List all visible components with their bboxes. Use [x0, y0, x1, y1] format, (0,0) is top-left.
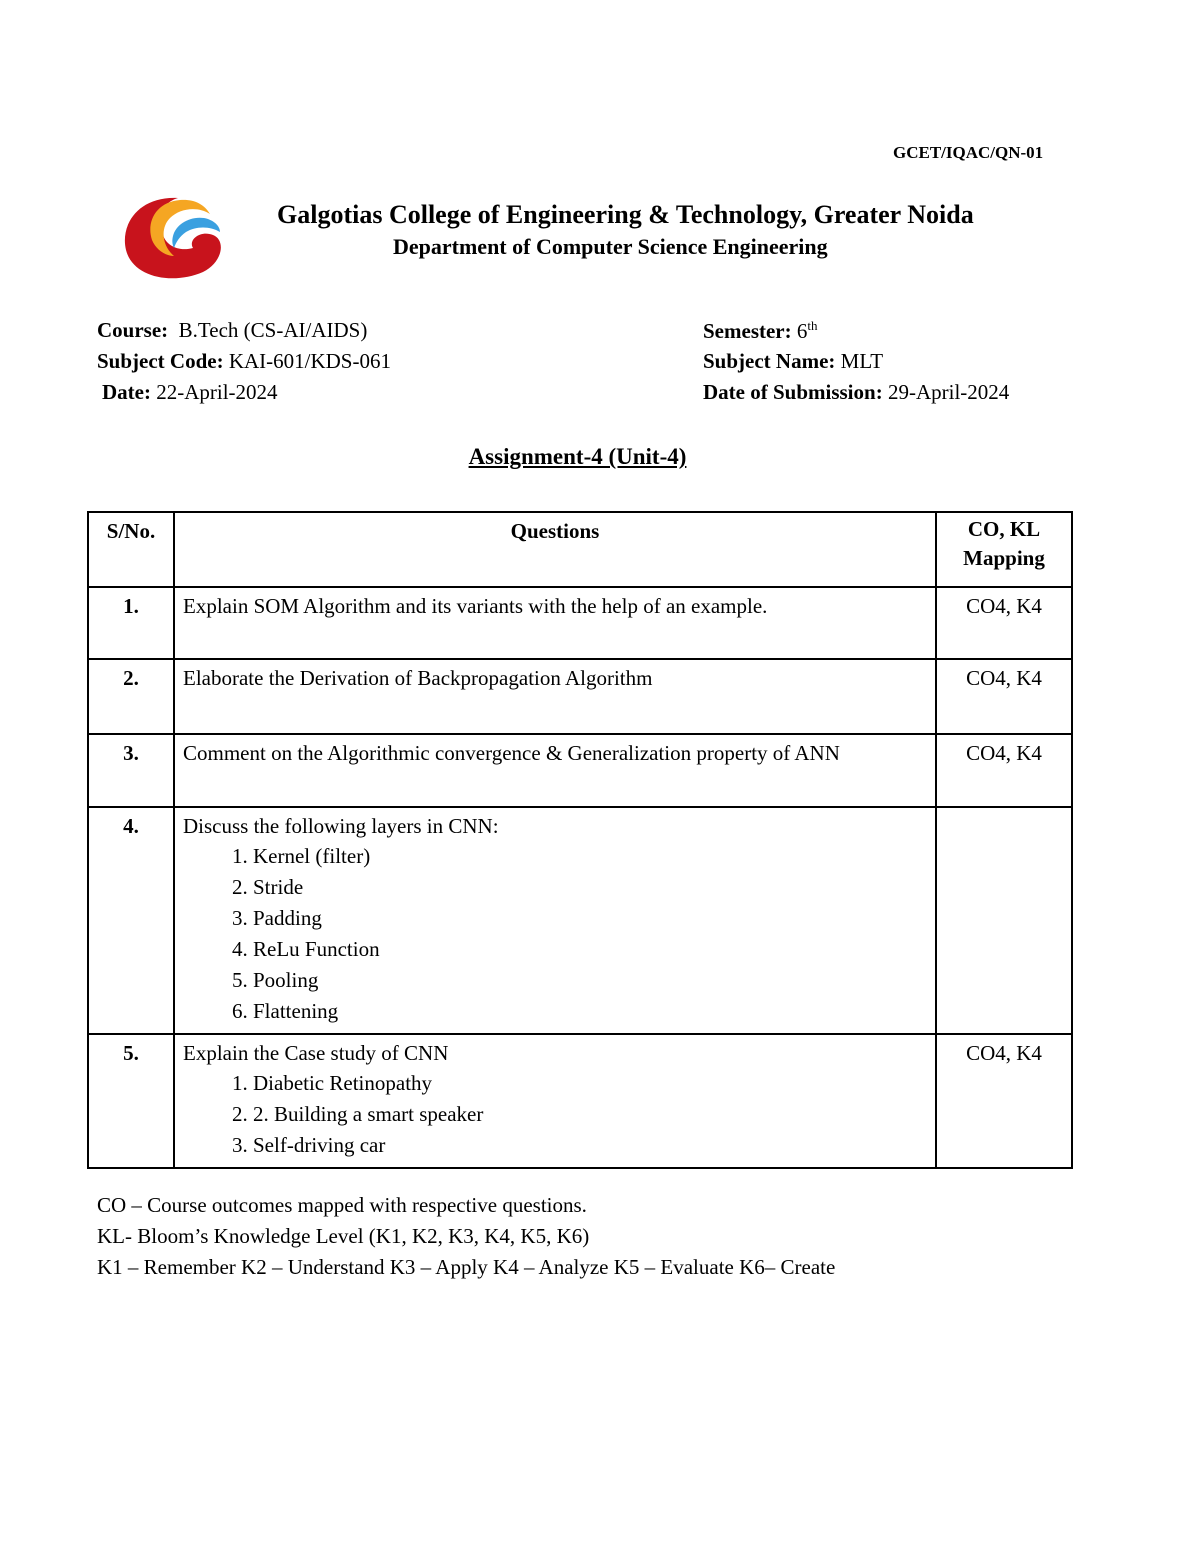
row-number: 4. — [87, 806, 175, 1035]
college-logo-icon — [124, 197, 221, 279]
subject-code-value: KAI-601/KDS-061 — [228, 349, 391, 373]
note-co: CO – Course outcomes mapped with respect… — [97, 1193, 587, 1217]
note-levels: K1 – Remember K2 – Understand K3 – Apply… — [97, 1255, 836, 1279]
sub-item: ReLu Function — [253, 934, 927, 965]
questions-table: S/No. Questions CO, KL Mapping 1. Explain… — [87, 511, 1073, 1169]
table-row: 4. Discuss the following layers in CNN: Ke… — [87, 806, 1073, 1035]
question-cell: Elaborate the Derivation of Backpropagat… — [173, 658, 937, 735]
question-text: Elaborate the Derivation of Backpropagat… — [183, 666, 653, 690]
question-cell: Comment on the Algorithmic convergence &… — [173, 733, 937, 808]
row-number: 2. — [87, 658, 175, 735]
sub-item: Flattening — [253, 996, 927, 1027]
sub-item: Kernel (filter) — [253, 841, 927, 872]
legend-notes: CO – Course outcomes mapped with respect… — [97, 1190, 835, 1283]
subject-name-label: Subject Name: — [703, 349, 836, 373]
question-cell: Discuss the following layers in CNN: Kern… — [173, 806, 937, 1035]
semester-label: Semester: — [703, 319, 792, 343]
date-value: 22-April-2024 — [156, 380, 278, 404]
sub-item: Stride — [253, 872, 927, 903]
submission-date-label: Date of Submission: — [703, 380, 883, 404]
sub-item: Pooling — [253, 965, 927, 996]
table-row: 1. Explain SOM Algorithm and its variants… — [87, 586, 1073, 660]
question-text: Comment on the Algorithmic convergence &… — [183, 741, 840, 765]
co-kl-mapping: CO4, K4 — [935, 1033, 1073, 1169]
sub-item: Padding — [253, 903, 927, 934]
sub-item-list: Kernel (filter)StridePaddingReLu Functio… — [183, 841, 927, 1027]
subject-name-field: Subject Name: MLT — [703, 349, 883, 374]
subject-code-label: Subject Code: — [97, 349, 224, 373]
department-name: Department of Computer Science Engineeri… — [393, 234, 828, 259]
question-text: Discuss the following layers in CNN: — [183, 814, 499, 838]
date-field: Date: 22-April-2024 — [102, 380, 278, 405]
submission-date-value: 29-April-2024 — [887, 380, 1010, 404]
question-cell: Explain SOM Algorithm and its variants w… — [173, 586, 937, 660]
subject-code-field: Subject Code: KAI-601/KDS-061 — [97, 349, 391, 374]
course-value: B.Tech (CS-AI/AIDS) — [178, 318, 368, 342]
semester-field: Semester: 6th — [703, 318, 818, 344]
document-code: GCET/IQAC/QN-01 — [893, 143, 1044, 162]
sub-item: Self-driving car — [253, 1130, 927, 1161]
question-text: Explain the Case study of CNN — [183, 1041, 449, 1065]
question-cell: Explain the Case study of CNN Diabetic Re… — [173, 1033, 937, 1169]
header-questions: Questions — [173, 511, 937, 588]
row-number: 3. — [87, 733, 175, 808]
table-row: 3. Comment on the Algorithmic convergence… — [87, 733, 1073, 808]
date-label: Date: — [102, 380, 151, 404]
assignment-title: Assignment-4 (Unit-4) — [468, 444, 687, 469]
subject-name-value: MLT — [840, 349, 884, 373]
header-sno: S/No. — [87, 511, 175, 588]
co-kl-mapping: CO4, K4 — [935, 586, 1073, 660]
question-text: Explain SOM Algorithm and its variants w… — [183, 594, 768, 618]
submission-date-field: Date of Submission: 29-April-2024 — [703, 380, 1009, 405]
row-number: 5. — [87, 1033, 175, 1169]
row-number: 1. — [87, 586, 175, 660]
table-row: 5. Explain the Case study of CNN Diabetic … — [87, 1033, 1073, 1169]
semester-suffix: th — [807, 318, 818, 333]
institution-name: Galgotias College of Engineering & Techn… — [277, 200, 974, 229]
co-kl-mapping: CO4, K4 — [935, 658, 1073, 735]
sub-item: Diabetic Retinopathy — [253, 1068, 927, 1099]
semester-value: 6 — [796, 319, 808, 343]
table-row: 2. Elaborate the Derivation of Backpropag… — [87, 658, 1073, 735]
course-field: Course: B.Tech (CS-AI/AIDS) — [97, 318, 367, 343]
sub-item: 2. Building a smart speaker — [253, 1099, 927, 1130]
note-kl: KL- Bloom’s Knowledge Level (K1, K2, K3,… — [97, 1224, 590, 1248]
header-co-kl: CO, KL Mapping — [935, 511, 1073, 588]
course-label: Course: — [97, 318, 169, 342]
co-kl-mapping: CO4, K4 — [935, 733, 1073, 808]
co-kl-mapping — [935, 806, 1073, 1035]
